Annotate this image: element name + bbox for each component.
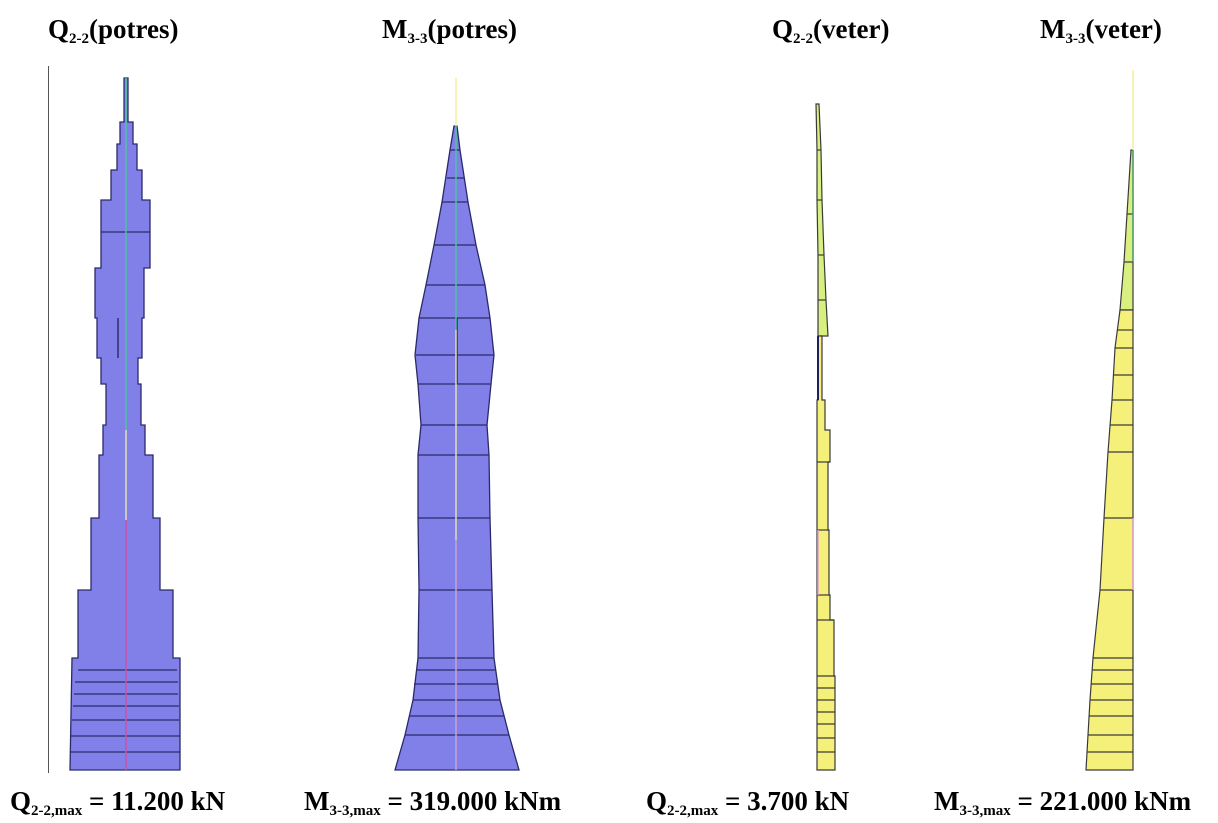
- title-subscript: 2-2: [69, 31, 90, 47]
- moment-shape-m33-potres: [394, 125, 520, 771]
- title-symbol: Q: [48, 14, 70, 44]
- diagram-m33-potres: [394, 78, 520, 771]
- caption-subscript: 3-3,max: [959, 803, 1011, 819]
- caption-subscript: 2-2,max: [667, 803, 719, 819]
- title-symbol: M: [1040, 14, 1066, 44]
- diagram-m33-veter: [1085, 70, 1134, 771]
- caption-subscript: 3-3,max: [329, 803, 381, 819]
- shear-shape-q22-veter-upper: [815, 103, 829, 337]
- caption-m33-veter-max: M3-3,max = 221.000 kNm: [934, 786, 1191, 820]
- caption-value: = 11.200 kN: [82, 786, 226, 816]
- title-suffix: (veter): [813, 14, 890, 44]
- moment-shape-m33-veter-upper: [1119, 149, 1134, 311]
- diagram-title-m33-potres: M3-3(potres): [382, 14, 517, 48]
- title-suffix: (potres): [427, 14, 517, 44]
- moment-shape-m33-veter-lower: [1085, 309, 1134, 771]
- title-suffix: (potres): [89, 14, 179, 44]
- title-subscript: 3-3: [407, 31, 428, 47]
- title-symbol: Q: [772, 14, 794, 44]
- caption-q22-veter-max: Q2-2,max = 3.700 kN: [646, 786, 849, 820]
- caption-symbol: M: [304, 786, 330, 816]
- diagram-q22-veter: [815, 103, 836, 771]
- caption-value: = 221.000 kNm: [1010, 786, 1192, 816]
- title-suffix: (veter): [1085, 14, 1162, 44]
- shear-shape-q22-potres: [69, 77, 181, 771]
- title-subscript: 3-3: [1065, 31, 1086, 47]
- caption-symbol: Q: [646, 786, 668, 816]
- caption-value: = 319.000 kNm: [380, 786, 562, 816]
- shear-shape-q22-veter-lower: [816, 335, 836, 771]
- caption-q22-potres-max: Q2-2,max = 11.200 kN: [10, 786, 225, 820]
- diagram-title-q22-veter: Q2-2(veter): [772, 14, 889, 48]
- title-symbol: M: [382, 14, 408, 44]
- caption-m33-potres-max: M3-3,max = 319.000 kNm: [304, 786, 561, 820]
- left-frame-line: [48, 66, 49, 773]
- title-subscript: 2-2: [793, 31, 814, 47]
- caption-symbol: Q: [10, 786, 32, 816]
- caption-subscript: 2-2,max: [31, 803, 83, 819]
- diagram-q22-potres: [69, 77, 181, 771]
- caption-value: = 3.700 kN: [718, 786, 850, 816]
- diagram-title-m33-veter: M3-3(veter): [1040, 14, 1162, 48]
- diagram-title-q22-potres: Q2-2(potres): [48, 14, 179, 48]
- caption-symbol: M: [934, 786, 960, 816]
